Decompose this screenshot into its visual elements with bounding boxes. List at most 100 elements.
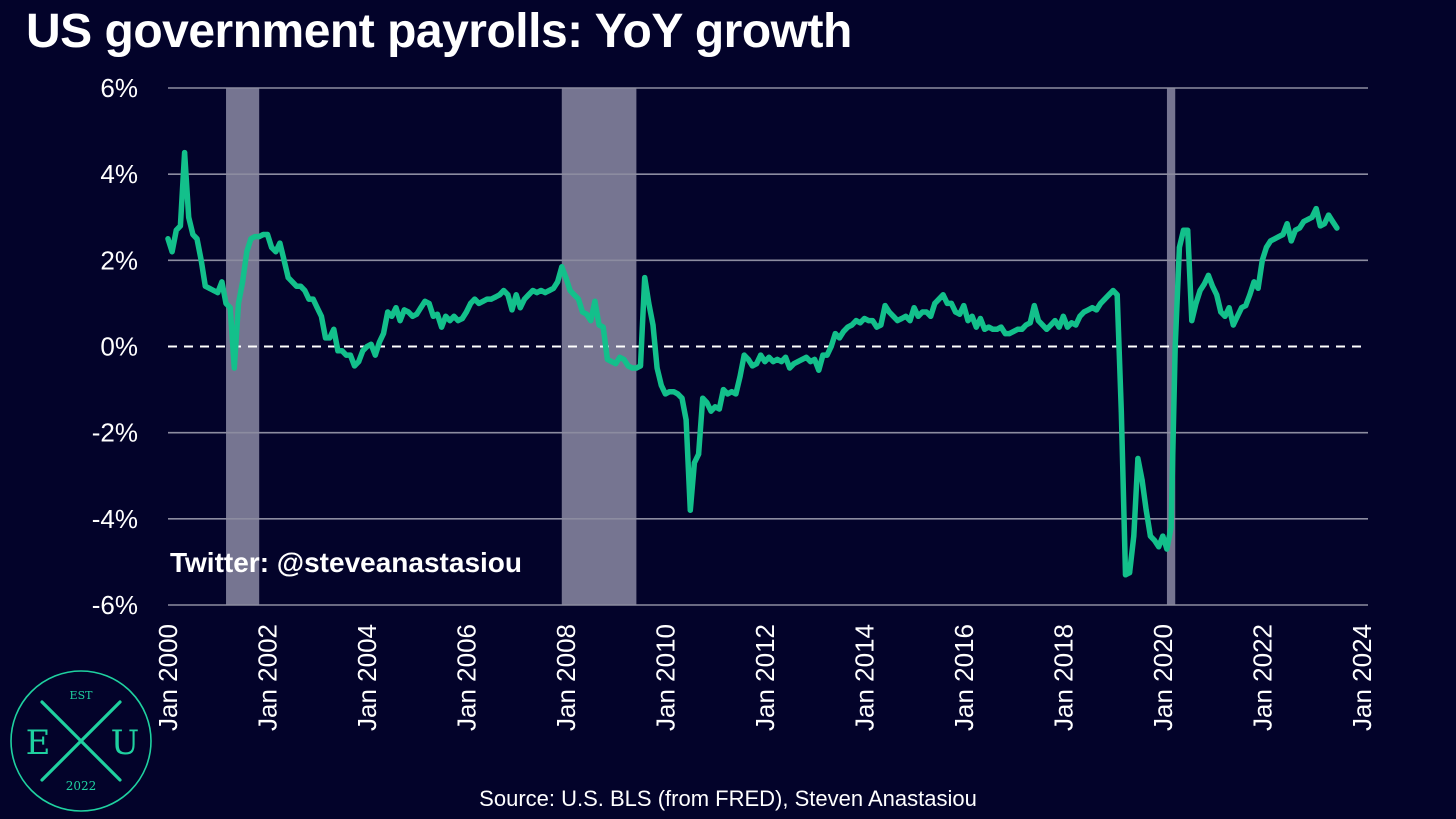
data-point bbox=[1006, 331, 1013, 337]
data-point bbox=[1085, 307, 1091, 313]
data-point bbox=[658, 382, 664, 388]
data-point bbox=[463, 309, 469, 315]
data-point bbox=[459, 315, 465, 322]
data-point bbox=[1209, 283, 1216, 289]
data-point bbox=[1309, 214, 1315, 220]
data-point bbox=[439, 324, 445, 330]
data-point bbox=[434, 311, 440, 317]
data-point bbox=[194, 236, 200, 242]
data-point bbox=[1317, 223, 1323, 229]
data-point bbox=[1023, 322, 1029, 328]
y-tick-label: -2% bbox=[92, 418, 138, 448]
data-point bbox=[1135, 455, 1141, 462]
data-point bbox=[1230, 322, 1236, 328]
data-point bbox=[799, 356, 805, 362]
data-point bbox=[733, 391, 739, 397]
data-point bbox=[787, 365, 793, 371]
x-axis-labels: Jan 2000 Jan 2002 Jan 2004 Jan 2006 Jan 2008… bbox=[153, 624, 1377, 731]
data-point bbox=[795, 359, 801, 365]
data-point bbox=[298, 283, 304, 289]
data-point bbox=[708, 408, 714, 414]
data-point bbox=[774, 356, 780, 362]
data-point bbox=[671, 389, 677, 395]
data-point bbox=[596, 322, 602, 328]
logo-cross-stroke bbox=[40, 700, 122, 782]
data-point bbox=[476, 300, 482, 306]
data-point bbox=[716, 406, 722, 412]
data-point bbox=[957, 311, 963, 317]
data-point bbox=[513, 292, 519, 298]
data-point bbox=[422, 298, 428, 304]
y-tick-label: 0% bbox=[100, 332, 138, 362]
data-point bbox=[1334, 225, 1340, 231]
y-axis-labels: 6% 4% 2% 0% -2% -4% -6% bbox=[92, 73, 138, 620]
data-point bbox=[335, 348, 341, 354]
data-point bbox=[666, 389, 673, 395]
data-point bbox=[426, 300, 432, 306]
data-point bbox=[571, 292, 577, 298]
data-point bbox=[1288, 238, 1294, 244]
data-point bbox=[704, 399, 710, 406]
twitter-annotation: Twitter: @steveanastasiou bbox=[170, 547, 522, 578]
data-point bbox=[356, 359, 362, 365]
data-point bbox=[1122, 572, 1129, 578]
data-point bbox=[1098, 300, 1104, 306]
data-point bbox=[256, 234, 262, 240]
data-point bbox=[675, 391, 681, 397]
data-point bbox=[1276, 234, 1282, 240]
data-point bbox=[182, 150, 188, 156]
data-point bbox=[1218, 309, 1224, 315]
data-point bbox=[550, 285, 557, 291]
data-point bbox=[223, 300, 229, 306]
data-point bbox=[455, 318, 461, 324]
data-point bbox=[936, 296, 942, 302]
data-point bbox=[488, 296, 494, 302]
data-point bbox=[998, 324, 1004, 330]
data-point bbox=[633, 365, 640, 371]
x-tick-label: Jan 2018 bbox=[1048, 624, 1078, 731]
data-point bbox=[940, 292, 946, 298]
data-point bbox=[509, 307, 515, 313]
data-point bbox=[252, 234, 258, 240]
data-point bbox=[1168, 524, 1174, 531]
data-point bbox=[1151, 537, 1158, 544]
data-point bbox=[219, 279, 225, 285]
logo: EST E U 2022 bbox=[10, 670, 152, 812]
data-point bbox=[849, 322, 855, 328]
data-point bbox=[186, 214, 192, 220]
data-point bbox=[410, 313, 416, 319]
data-point bbox=[1272, 236, 1278, 242]
data-point bbox=[368, 341, 374, 347]
data-point bbox=[530, 287, 536, 294]
data-point bbox=[447, 318, 453, 324]
data-point bbox=[637, 363, 644, 369]
data-point bbox=[696, 451, 702, 457]
data-point bbox=[865, 318, 872, 324]
data-point bbox=[1326, 212, 1332, 218]
data-point bbox=[165, 236, 171, 242]
data-point bbox=[650, 322, 656, 328]
data-point bbox=[1114, 292, 1120, 298]
logo-bottom-text: 2022 bbox=[66, 779, 97, 793]
data-point bbox=[202, 283, 208, 289]
data-point bbox=[289, 279, 295, 285]
data-point bbox=[770, 359, 776, 365]
data-point bbox=[986, 324, 992, 330]
data-point bbox=[629, 365, 635, 371]
data-point bbox=[393, 305, 399, 311]
data-point bbox=[617, 354, 623, 360]
data-point bbox=[322, 335, 329, 341]
data-point bbox=[401, 307, 407, 313]
data-point bbox=[1292, 227, 1298, 233]
data-point bbox=[919, 309, 926, 315]
data-point bbox=[534, 290, 540, 296]
data-point bbox=[1060, 313, 1066, 319]
data-point bbox=[791, 361, 797, 367]
data-point bbox=[1077, 313, 1083, 319]
data-point bbox=[588, 318, 594, 324]
data-point bbox=[1102, 296, 1108, 302]
data-point bbox=[1127, 570, 1133, 576]
data-point bbox=[306, 296, 312, 302]
data-point bbox=[816, 367, 822, 373]
data-point bbox=[683, 417, 689, 423]
